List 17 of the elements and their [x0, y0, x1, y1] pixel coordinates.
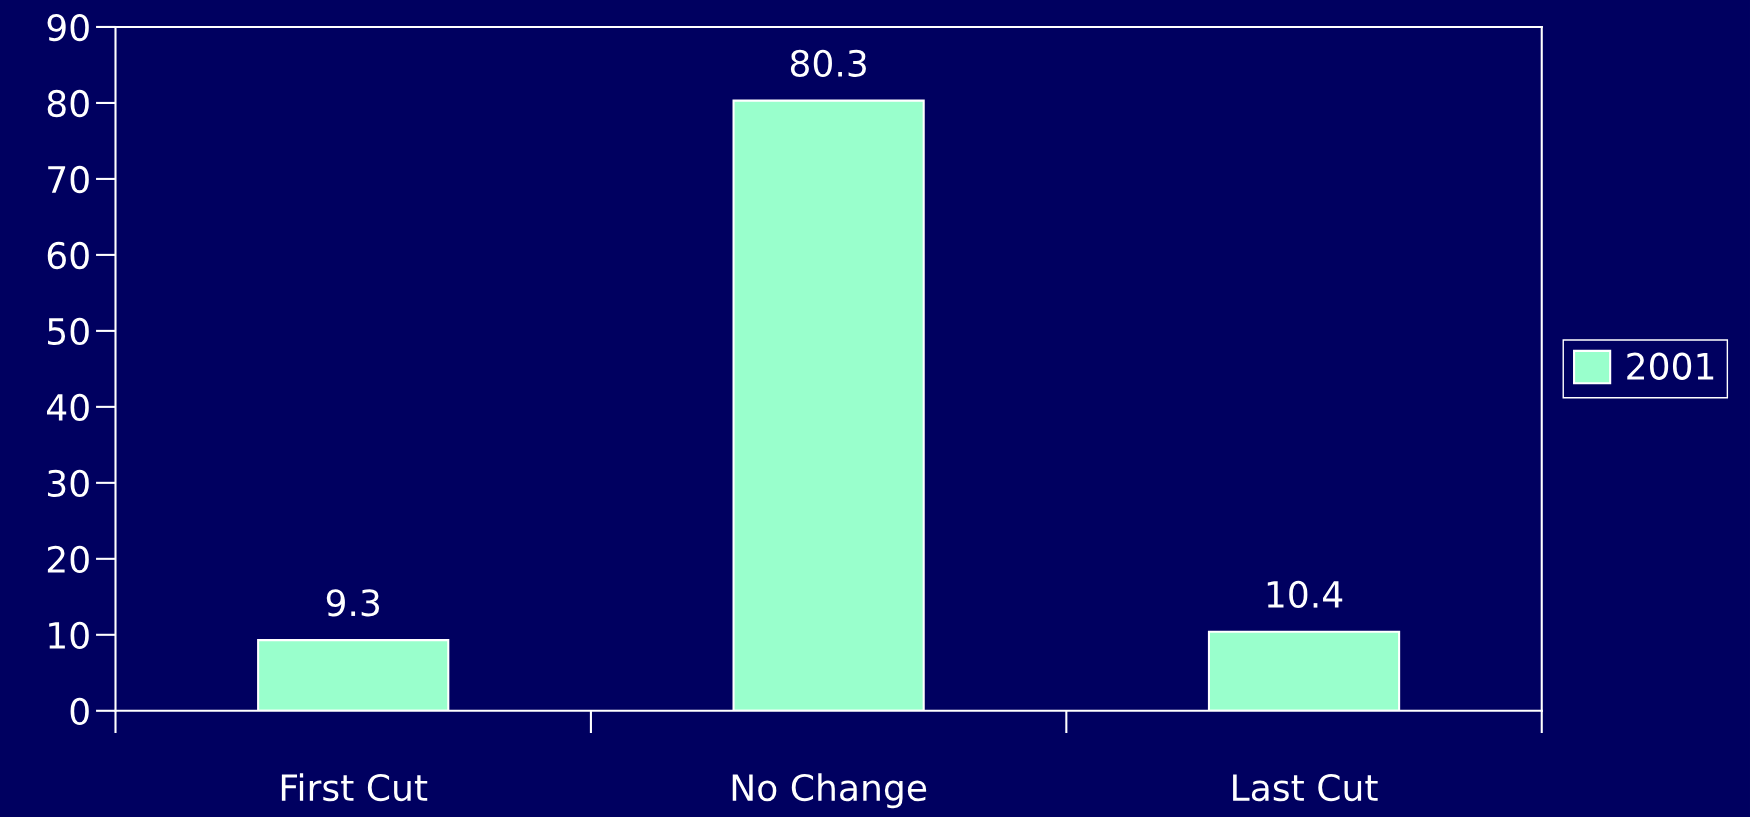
data-label: 9.3	[326, 589, 380, 617]
y-tick-label: 10	[49, 621, 89, 650]
y-tick-label: 80	[47, 89, 89, 118]
y-tick-label: 50	[48, 317, 89, 346]
x-tick-label: First Cut	[281, 773, 428, 802]
y-tick-label: 30	[48, 469, 89, 498]
y-tick-label: 40	[47, 393, 89, 422]
y-tick-label: 0	[70, 697, 89, 726]
x-tick-label: No Change	[732, 773, 927, 809]
legend-label: 2001	[1627, 352, 1714, 380]
data-label: 80.3	[790, 49, 866, 77]
y-tick-label: 20	[47, 545, 89, 574]
data-label: 10.4	[1267, 580, 1343, 609]
y-tick-label: 70	[48, 165, 89, 194]
y-tick-label: 60	[47, 241, 89, 270]
x-tick-label: Last Cut	[1233, 773, 1378, 802]
y-tick-label: 90	[47, 13, 89, 42]
